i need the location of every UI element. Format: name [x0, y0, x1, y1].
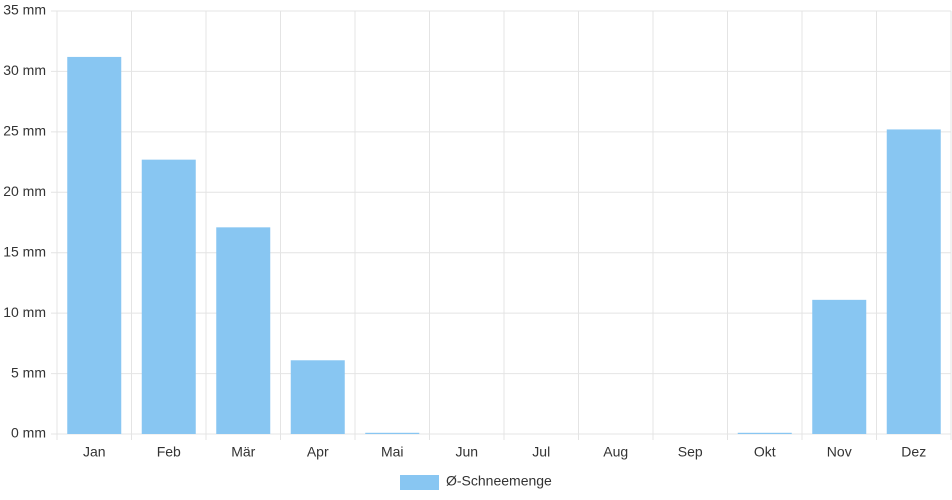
y-tick-label: 15 mm — [3, 243, 46, 259]
x-tick-label: Jan — [83, 444, 106, 460]
bar — [141, 159, 196, 434]
bar — [290, 360, 345, 434]
x-tick-label: Sep — [678, 444, 703, 460]
y-tick-label: 10 mm — [3, 304, 46, 320]
bar — [216, 227, 271, 434]
x-tick-label: Okt — [754, 444, 776, 460]
x-tick-label: Jul — [532, 444, 550, 460]
bar — [886, 129, 941, 434]
legend-label: Ø-Schneemenge — [446, 473, 552, 489]
x-tick-label: Aug — [603, 444, 628, 460]
x-tick-label: Mai — [381, 444, 404, 460]
bar — [67, 56, 122, 434]
x-tick-label: Jun — [455, 444, 478, 460]
bar — [737, 432, 792, 434]
y-tick-label: 30 mm — [3, 62, 46, 78]
bar — [812, 299, 867, 434]
x-tick-label: Mär — [231, 444, 255, 460]
x-tick-label: Nov — [827, 444, 852, 460]
x-tick-label: Apr — [307, 444, 329, 460]
x-tick-label: Feb — [157, 444, 181, 460]
legend-swatch — [400, 475, 439, 490]
y-tick-label: 25 mm — [3, 123, 46, 139]
bar — [365, 432, 420, 434]
y-tick-label: 0 mm — [11, 425, 46, 441]
y-tick-label: 35 mm — [3, 2, 46, 18]
y-tick-label: 5 mm — [11, 364, 46, 380]
y-tick-label: 20 mm — [3, 183, 46, 199]
x-tick-label: Dez — [901, 444, 926, 460]
